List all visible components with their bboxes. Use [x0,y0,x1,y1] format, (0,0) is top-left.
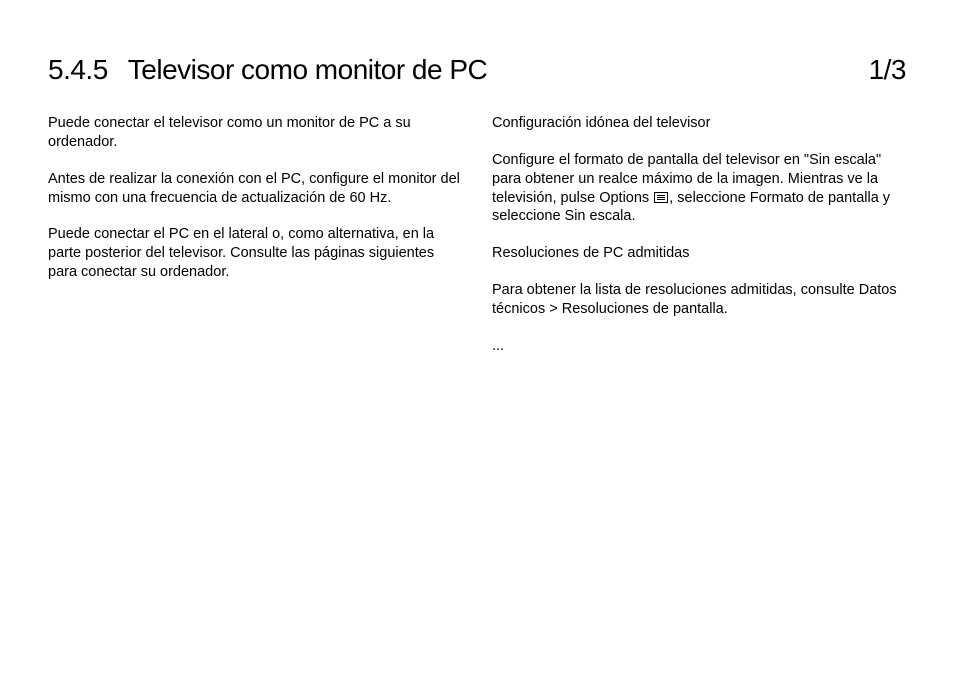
section-number: 5.4.5 [48,54,108,86]
page-header: 5.4.5 Televisor como monitor de PC 1/3 [48,54,906,86]
page-indicator: 1/3 [869,54,906,86]
title-group: 5.4.5 Televisor como monitor de PC [48,54,487,86]
content-area: Puede conectar el televisor como un moni… [48,114,906,374]
paragraph: Para obtener la lista de resoluciones ad… [492,281,906,319]
ellipsis: ... [492,337,906,356]
paragraph: Configure el formato de pantalla del tel… [492,151,906,226]
paragraph: Puede conectar el PC en el lateral o, co… [48,225,462,282]
subheading: Configuración idónea del televisor [492,114,906,133]
subheading: Resoluciones de PC admitidas [492,244,906,263]
paragraph: Antes de realizar la conexión con el PC,… [48,170,462,208]
paragraph: Puede conectar el televisor como un moni… [48,114,462,152]
left-column: Puede conectar el televisor como un moni… [48,114,462,374]
options-icon [654,192,668,203]
right-column: Configuración idónea del televisor Confi… [492,114,906,374]
section-title: Televisor como monitor de PC [128,54,487,86]
